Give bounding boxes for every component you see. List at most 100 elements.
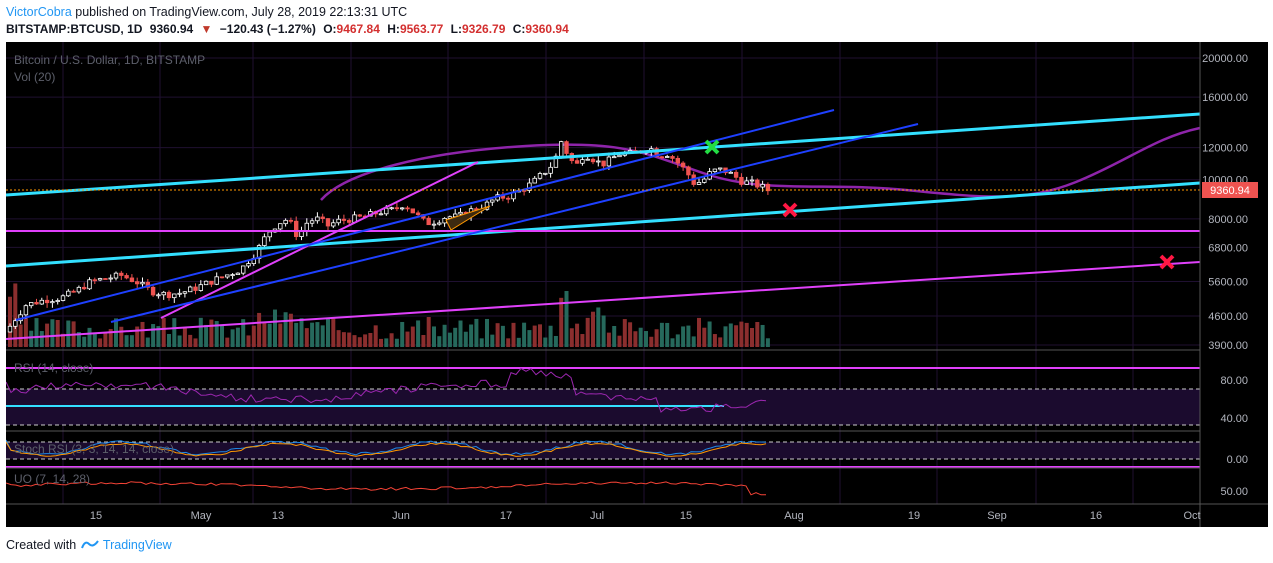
chart-svg[interactable]: Bitcoin / U.S. Dollar, 1D, BITSTAMP Vol … (5, 42, 1268, 527)
candle-body-112 (601, 160, 606, 167)
candle-body-141 (755, 179, 760, 188)
volume-bar-119 (638, 327, 643, 347)
close-label: C: (512, 22, 526, 36)
volume-bar-126 (675, 334, 680, 347)
volume-bar-16 (92, 332, 97, 347)
volume-bar-3 (23, 317, 28, 347)
candle-body-99 (532, 177, 537, 184)
volume-bar-129 (691, 336, 696, 347)
cyan-upper-channel (5, 112, 1201, 197)
candle-body-34 (187, 286, 193, 293)
rsi-label: RSI (14, close) (14, 361, 93, 375)
time-axis[interactable]: 15 May 13 Jun 17 Jul 15 Aug 19 Sep 16 Oct (90, 510, 1201, 522)
volume-bar-131 (702, 327, 707, 347)
volume-bars (8, 283, 770, 347)
volume-bar-141 (755, 321, 760, 347)
volume-bar-82 (442, 324, 447, 347)
candle-body-55 (299, 231, 304, 237)
blue-lower-trend (110, 123, 919, 323)
candle-body-31 (172, 293, 177, 299)
volume-bar-4 (29, 330, 34, 347)
candle-body-37 (203, 280, 209, 286)
author-link[interactable]: VictorCobra (6, 5, 72, 19)
volume-bar-44 (241, 319, 246, 347)
candle-body-63 (341, 218, 347, 221)
volume-bar-59 (320, 325, 325, 347)
candle-body-23 (129, 277, 135, 283)
volume-bar-48 (262, 321, 267, 347)
candle-body-38 (209, 280, 214, 285)
vol-label: Vol (20) (14, 70, 55, 84)
candle-body-80 (431, 223, 437, 226)
close-value: 9360.94 (525, 22, 569, 36)
open-value: 9467.84 (336, 22, 380, 36)
candle-body-43 (235, 272, 241, 275)
candle-body-61 (331, 222, 336, 227)
volume-bar-8 (50, 319, 55, 347)
candle-body-49 (267, 231, 272, 238)
candle-body-44 (240, 265, 246, 274)
volume-bar-32 (177, 335, 182, 347)
candle-body-45 (246, 263, 251, 267)
candle-body-52 (283, 219, 288, 225)
uo-tick-50: 50.00 (1220, 486, 1248, 498)
volume-bar-57 (310, 322, 315, 347)
price-axis[interactable]: 20000.0016000.0012000.0010000.008000.006… (1202, 53, 1248, 498)
open-group: O:9467.84 (323, 22, 380, 36)
volume-bar-92 (495, 323, 500, 347)
volume-bar-88 (474, 318, 479, 347)
volume-bar-35 (193, 338, 198, 347)
magenta-long-trend (5, 261, 1201, 340)
volume-bar-10 (61, 333, 65, 347)
volume-bar-112 (601, 315, 606, 347)
tradingview-link[interactable]: TradingView (102, 538, 172, 552)
volume-bar-122 (654, 329, 659, 347)
volume-bar-128 (686, 325, 691, 347)
volume-bar-121 (649, 336, 654, 347)
footer: Created with TradingView (6, 538, 172, 552)
stoch-band-fill (6, 442, 1200, 459)
candle-body-81 (437, 222, 442, 225)
stoch-label: Stoch RSI (3, 3, 14, 14, close) (14, 442, 174, 456)
volume-bar-26 (145, 337, 150, 347)
volume-bar-124 (665, 322, 670, 347)
candle-body-22 (124, 275, 129, 279)
candle-body-11 (66, 290, 71, 297)
candle-body-60 (325, 218, 331, 227)
time-tick-11: Oct (1183, 510, 1200, 522)
candle-body-85 (458, 211, 463, 215)
candle-body-36 (198, 284, 203, 291)
price-tick-8: 3900.00 (1208, 340, 1248, 352)
chart-area[interactable]: Bitcoin / U.S. Dollar, 1D, BITSTAMP Vol … (5, 42, 1268, 527)
time-tick-10: 16 (1090, 510, 1102, 522)
volume-bar-0 (8, 296, 12, 347)
symbol-label: BITSTAMP:BTCUSD, 1D (6, 22, 143, 36)
volume-bar-101 (543, 337, 548, 347)
volume-bar-52 (283, 312, 288, 347)
time-tick-6: 15 (680, 510, 692, 522)
volume-bar-111 (596, 307, 601, 347)
volume-bar-70 (379, 338, 383, 347)
volume-bar-127 (681, 326, 686, 347)
time-tick-4: 17 (500, 510, 512, 522)
candle-body-9 (55, 300, 60, 302)
volume-bar-11 (66, 320, 71, 347)
chart-title: Bitcoin / U.S. Dollar, 1D, BITSTAMP (14, 53, 205, 67)
volume-bar-66 (357, 337, 362, 347)
volume-bar-83 (447, 332, 452, 347)
volume-bar-9 (55, 319, 60, 347)
price-tick-7: 4600.00 (1208, 311, 1248, 323)
volume-bar-73 (394, 338, 399, 347)
publish-header: VictorCobra published on TradingView.com… (6, 5, 407, 19)
candle-body-3 (23, 305, 29, 316)
candle-body-131 (702, 178, 707, 183)
candle-body-25 (140, 281, 145, 285)
volume-bar-65 (352, 335, 357, 347)
low-label: L: (450, 22, 462, 36)
candle-body-17 (97, 278, 103, 281)
volume-bar-99 (532, 325, 537, 347)
candle-body-21 (119, 272, 124, 276)
volume-bar-39 (214, 321, 219, 347)
high-group: H:9563.77 (387, 22, 443, 36)
volume-bar-80 (432, 326, 436, 347)
